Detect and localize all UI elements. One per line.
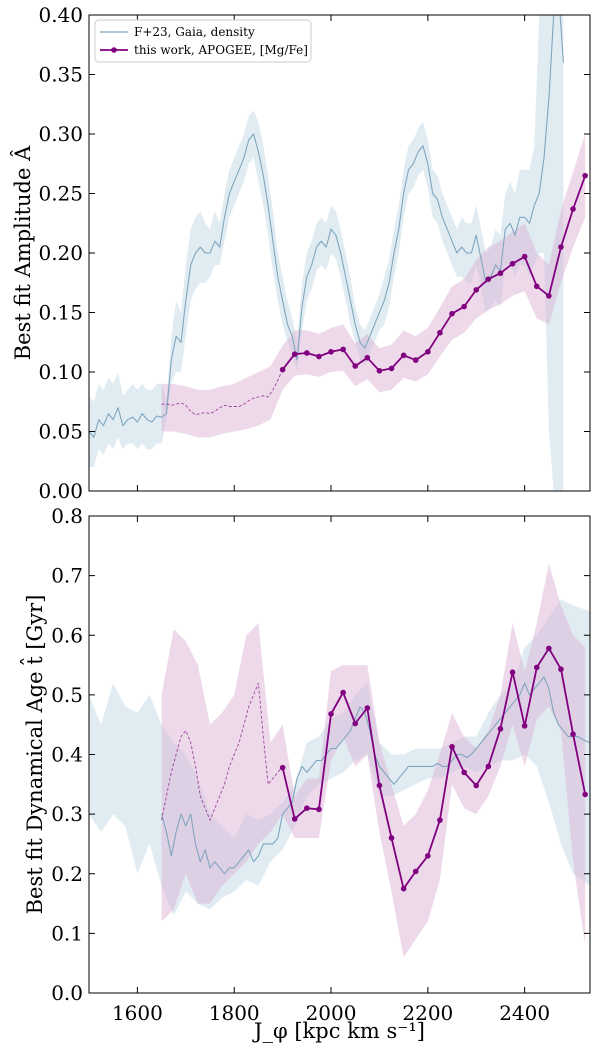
series-2-point [521,253,528,260]
series-2-point [412,357,419,363]
series-2-point [461,769,467,776]
series-2-point [352,720,359,727]
plot-area [89,563,590,958]
y-tick-label: 0.1 [51,921,83,945]
series-1-band [89,15,564,491]
series-2-point [352,363,359,369]
y-tick-label: 0.4 [51,743,83,767]
x-axis-label: J_φ [kpc km s⁻¹] [252,1019,425,1043]
series-2-band [161,134,586,438]
y-tick-label: 0.3 [51,802,83,826]
series-2-point [437,817,443,823]
y-tick-label: 0.2 [51,862,83,886]
series-2-line [281,647,587,890]
y-tick-label: 0.10 [38,360,83,384]
legend: F+23, Gaia, density this work, APOGEE, [M… [94,19,312,63]
series-2-point [485,276,492,282]
y-tick-label: 0.05 [38,420,83,444]
series-2-point [546,645,552,652]
series-2-point [449,743,455,750]
series-2-point [304,805,310,811]
series-2-point [558,244,564,250]
series-2-point [425,853,431,859]
series-2-point [485,763,492,770]
series-2-point [449,310,455,317]
series-2-point [425,348,431,355]
y-tick-label: 0.7 [51,564,83,588]
x-tick-label: 1800 [209,1001,260,1025]
y-tick-label: 0.0 [51,981,83,1005]
series-2-point [509,669,516,676]
plot-area [89,15,588,491]
y-tick-label: 0.40 [38,3,83,27]
legend-label-2: this work, APOGEE, [Mg/Fe] [134,43,308,57]
series-2-point [533,283,540,290]
panel-2: 0.0 0.1 0.2 0.3 0.4 0.5 0.6 0.7 0.8 1600 1800 2000 2… [20,504,591,1043]
series-2-point [376,368,383,374]
y-axis-label: Best fit Amplitude Â [11,145,35,360]
x-tick-label: 2200 [402,1001,453,1025]
series-2-point [473,287,480,293]
legend-marker-2 [111,47,117,53]
series-2-point [509,260,516,267]
series-2-point [533,664,540,671]
series-2-point [497,726,504,732]
series-2-point [304,350,310,356]
y-tick-label: 0.30 [38,122,83,146]
series-2-point [279,764,286,771]
y-tick-label: 0.20 [38,241,83,265]
y-tick-label: 0.25 [38,182,83,206]
series-2-point [376,782,383,789]
series-2-point [570,206,576,212]
x-tick-label: 2400 [499,1001,550,1025]
series-2-point [364,705,371,711]
y-tick-label: 0.8 [51,504,83,528]
series-2-point [364,354,371,361]
series-2-point [521,723,528,729]
series-2-point [279,366,286,373]
y-tick-label: 0.00 [38,479,83,503]
series-2-point [328,348,334,355]
series-2-point [437,329,443,336]
series-2-point [558,666,564,673]
x-tick-label: 1600 [112,1001,163,1025]
series-2-point [328,711,334,717]
legend-box [94,19,312,63]
series-2-point [388,365,395,372]
series-2-dashed-line [161,682,283,822]
series-2-point [546,293,552,299]
series-2-point [388,835,395,841]
series-2-point [340,689,346,696]
legend-label-1: F+23, Gaia, density [134,25,255,39]
series-2-point [400,352,407,359]
series-2-point [316,353,322,360]
y-tick-label: 0.5 [51,683,83,707]
series-2-point [582,172,588,179]
series-2-point [582,791,588,798]
y-tick-label: 0.35 [38,63,83,87]
series-1-line [89,15,564,438]
series-2-point [291,816,298,822]
series-2-point [473,782,480,789]
y-tick-label: 0.15 [38,301,83,325]
series-2-point [400,885,407,892]
series-2-point [291,351,298,357]
series-2-point [316,806,322,813]
series-2-point [461,303,467,310]
y-axis-label: Best fit Dynamical Age t̂ [Gyr] [20,595,47,915]
series-2-point [570,731,576,738]
panel-1: 0.00 0.05 0.10 0.15 0.20 0.25 0.30 0.35 0.40 Best… [11,3,591,503]
series-2-point [497,270,504,277]
y-tick-label: 0.6 [51,623,83,647]
series-2-point [340,346,346,353]
series-2-dashed-line [161,369,284,416]
x-tick-label: 2000 [306,1001,357,1025]
series-2-point [412,868,419,875]
series-2-band [161,563,586,958]
